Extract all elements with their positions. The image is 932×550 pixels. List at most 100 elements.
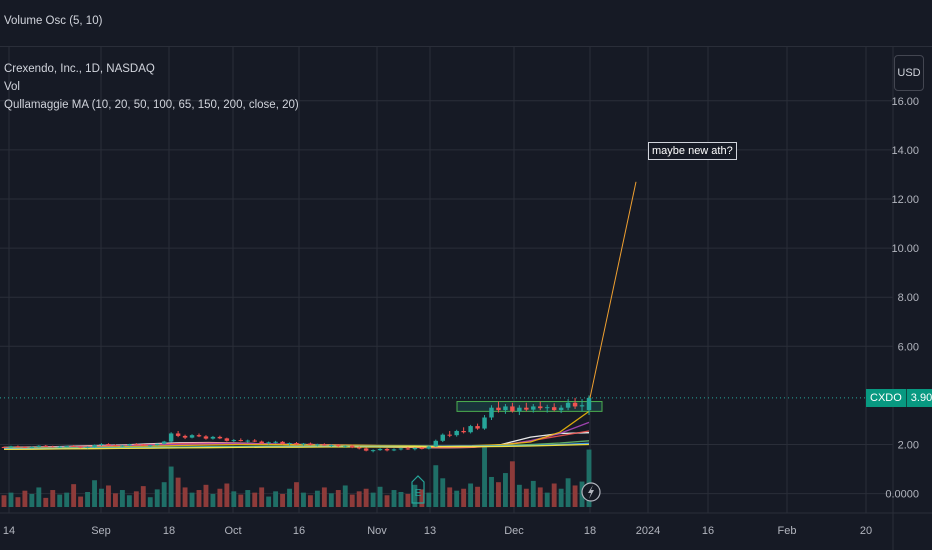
volume-bar (112, 493, 118, 507)
y-axis-label: 10.00 (891, 243, 919, 255)
x-axis-label: 13 (424, 525, 436, 537)
price-tag-symbol: CXDO (866, 389, 906, 407)
candle-body (412, 447, 418, 450)
volume-bar (203, 484, 209, 507)
candle-body (308, 443, 313, 445)
candle-body (419, 447, 425, 449)
volume-bar (342, 485, 348, 507)
y-axis-label: 0.0000 (885, 489, 919, 501)
x-axis-label: 20 (860, 525, 872, 537)
volume-bar (363, 488, 369, 507)
volume-osc-label[interactable]: Volume Osc (5, 10) (4, 15, 103, 27)
candle-body (426, 446, 432, 449)
volume-bar (182, 487, 188, 507)
volume-bar (106, 485, 111, 507)
candle-body (134, 444, 139, 446)
volume-bar (349, 494, 355, 507)
volume-bar (468, 483, 474, 507)
candle-body (461, 430, 466, 433)
legend-vol[interactable]: Vol (4, 81, 20, 93)
volume-bar (147, 497, 153, 507)
moving-average-line (3, 443, 590, 451)
volume-bar (273, 491, 279, 507)
x-axis-label: 2024 (636, 525, 660, 537)
volume-bar (78, 496, 84, 507)
volume-bar (245, 490, 251, 507)
candle-body (356, 447, 362, 449)
annotation-trend-line (589, 181, 637, 398)
candle-body (161, 441, 167, 444)
candle-body (377, 448, 383, 451)
chart-annotation[interactable]: maybe new ath? (648, 142, 737, 160)
volume-bar (280, 493, 286, 507)
candle-body (148, 445, 153, 447)
volume-bar (440, 478, 446, 507)
volume-bar (433, 465, 439, 507)
candle-body (496, 407, 501, 411)
volume-bar (426, 492, 432, 507)
volume-bar (50, 490, 56, 507)
candle-body (294, 443, 299, 445)
volume-bar (489, 476, 494, 507)
candle-body (238, 440, 244, 442)
candle-body (565, 402, 571, 408)
candle-body (22, 446, 28, 448)
volume-bar (161, 482, 167, 507)
candle-body (433, 440, 439, 447)
candle-body (287, 443, 292, 445)
candle-body (447, 434, 452, 436)
volume-bar (266, 496, 272, 507)
volume-bar (29, 493, 35, 507)
volume-bar (307, 495, 313, 507)
volume-bar (57, 494, 63, 507)
candle-body (175, 433, 181, 436)
candle-body (210, 436, 216, 439)
candle-body (322, 444, 327, 446)
volume-bar (370, 492, 376, 507)
legend-symbol[interactable]: Crexendo, Inc., 1D, NASDAQ (4, 63, 155, 75)
candle-body (586, 397, 592, 411)
currency-button[interactable]: USD (894, 55, 924, 91)
y-axis-label: 16.00 (891, 96, 919, 108)
volume-bar (196, 490, 202, 507)
x-axis-label: Nov (367, 525, 387, 537)
earnings-icon-letter: E (415, 488, 422, 499)
candle-body (510, 406, 515, 412)
candle-body (99, 444, 104, 446)
candle-body (1, 446, 7, 448)
earnings-icon[interactable] (411, 475, 425, 504)
volume-bar (43, 497, 49, 507)
volume-bar (64, 492, 70, 507)
candle-body (503, 406, 508, 411)
candle-body (551, 407, 557, 411)
y-axis-label: 8.00 (898, 292, 919, 304)
candle-body (259, 441, 264, 444)
candle-body (301, 443, 306, 445)
candle-body (517, 407, 522, 412)
legend-ma[interactable]: Qullamaggie MA (10, 20, 50, 100, 65, 150… (4, 99, 299, 111)
volume-bar (252, 492, 258, 507)
consolidation-box (456, 401, 603, 412)
candle-body (531, 406, 536, 410)
volume-bar (405, 493, 411, 507)
volume-bar (133, 491, 139, 507)
candle-body (572, 402, 578, 407)
candle-body (398, 448, 404, 450)
candle-body (245, 440, 250, 442)
x-axis-label: Feb (778, 525, 797, 537)
x-axis-label: Dec (504, 525, 524, 537)
volume-bar (328, 493, 334, 507)
candle-body (475, 426, 480, 429)
candle-body (454, 430, 459, 436)
price-tag-value: 3.90 (905, 389, 932, 407)
x-axis-label: Oct (224, 525, 241, 537)
last-price-tag: CXDO 3.90 (866, 389, 932, 407)
candle-body (203, 436, 209, 439)
volume-bar (461, 488, 467, 507)
volume-bar (398, 491, 404, 507)
volume-bar (321, 487, 327, 507)
volume-bar (15, 497, 21, 507)
candle-body (349, 445, 355, 448)
x-axis-label: 16 (702, 525, 714, 537)
